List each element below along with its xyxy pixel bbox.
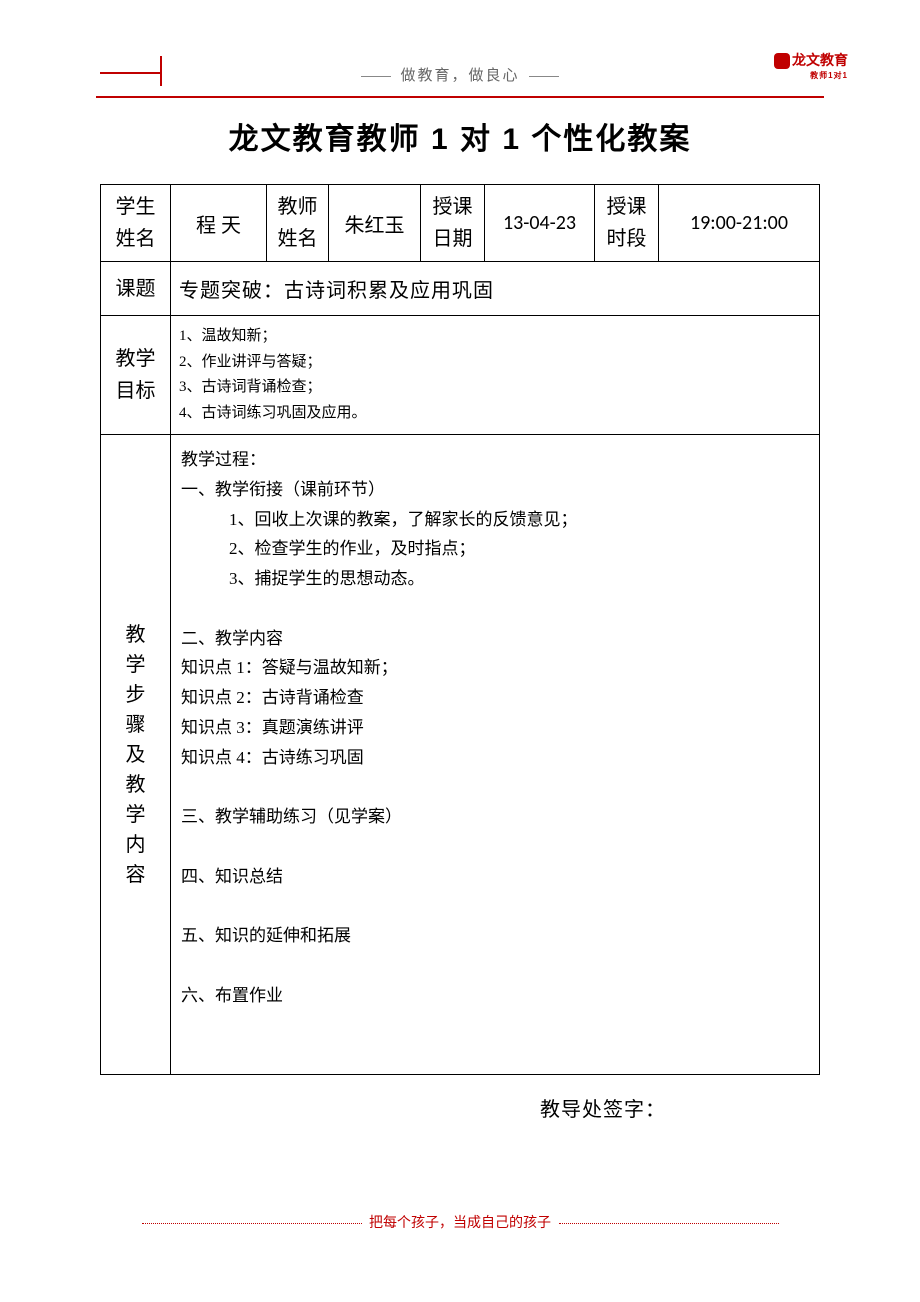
topic-value: 专题突破：古诗词积累及应用巩固 <box>171 262 820 316</box>
goal-item: 1、温故知新； <box>179 324 811 350</box>
lesson-time-label: 授课 时段 <box>595 185 659 262</box>
footer-text: 把每个孩子，当成自己的孩子 <box>365 1216 555 1231</box>
step-section-2: 二、教学内容 <box>181 624 809 654</box>
lesson-time-value: 19:00-21:00 <box>659 185 820 262</box>
steps-label: 教 学 步 骤 及 教 学 内 容 <box>101 435 171 1075</box>
brand-icon <box>774 53 790 69</box>
info-row: 学生 姓名 程 天 教师 姓名 朱红玉 授课 日期 13-04-23 授课 时段… <box>101 185 820 262</box>
goal-item: 3、古诗词背诵检查； <box>179 375 811 401</box>
step-item: 知识点 4：古诗练习巩固 <box>181 743 809 773</box>
header-rule <box>96 96 824 98</box>
goals-cell: 1、温故知新； 2、作业讲评与答疑； 3、古诗词背诵检查； 4、古诗词练习巩固及… <box>171 316 820 435</box>
step-item: 知识点 3：真题演练讲评 <box>181 713 809 743</box>
brand-logo: 龙文教育 教师1对1 <box>774 50 848 81</box>
topic-label: 课题 <box>101 262 171 316</box>
step-section-4: 四、知识总结 <box>181 862 809 892</box>
steps-row: 教 学 步 骤 及 教 学 内 容 教学过程： 一、教学衔接（课前环节） 1、回… <box>101 435 820 1075</box>
lesson-date-value: 13-04-23 <box>485 185 595 262</box>
goals-row: 教学 目标 1、温故知新； 2、作业讲评与答疑； 3、古诗词背诵检查； 4、古诗… <box>101 316 820 435</box>
step-section-1: 一、教学衔接（课前环节） <box>181 475 809 505</box>
page-title: 龙文教育教师 1 对 1 个性化教案 <box>100 114 820 158</box>
student-name-label: 学生 姓名 <box>101 185 171 262</box>
brand-subtext: 教师1对1 <box>774 70 848 81</box>
step-item: 知识点 1：答疑与温故知新； <box>181 653 809 683</box>
step-item: 知识点 2：古诗背诵检查 <box>181 683 809 713</box>
header-slogan: 做教育，做良心 <box>100 64 820 85</box>
step-item: 3、捕捉学生的思想动态。 <box>181 564 809 594</box>
goal-item: 4、古诗词练习巩固及应用。 <box>179 401 811 427</box>
goals-label: 教学 目标 <box>101 316 171 435</box>
goal-item: 2、作业讲评与答疑； <box>179 350 811 376</box>
step-item: 2、检查学生的作业，及时指点； <box>181 534 809 564</box>
slogan-text: 做教育，做良心 <box>400 68 519 84</box>
page-header: 做教育，做良心 龙文教育 教师1对1 <box>100 50 820 90</box>
footer-rule-right <box>559 1223 779 1224</box>
signature-line: 教导处签字： <box>100 1093 820 1122</box>
lesson-plan-table: 学生 姓名 程 天 教师 姓名 朱红玉 授课 日期 13-04-23 授课 时段… <box>100 184 820 1075</box>
teacher-name-label: 教师 姓名 <box>267 185 329 262</box>
step-item: 1、回收上次课的教案，了解家长的反馈意见； <box>181 505 809 535</box>
student-name-value: 程 天 <box>171 185 267 262</box>
step-section-3: 三、教学辅助练习（见学案） <box>181 802 809 832</box>
topic-row: 课题 专题突破：古诗词积累及应用巩固 <box>101 262 820 316</box>
steps-heading: 教学过程： <box>181 445 809 475</box>
brand-text: 龙文教育 <box>792 52 848 68</box>
step-section-6: 六、布置作业 <box>181 981 809 1011</box>
step-section-5: 五、知识的延伸和拓展 <box>181 921 809 951</box>
footer-rule-left <box>142 1223 362 1224</box>
steps-cell: 教学过程： 一、教学衔接（课前环节） 1、回收上次课的教案，了解家长的反馈意见；… <box>171 435 820 1075</box>
page-footer: 把每个孩子，当成自己的孩子 <box>100 1212 820 1232</box>
lesson-date-label: 授课 日期 <box>421 185 485 262</box>
teacher-name-value: 朱红玉 <box>329 185 421 262</box>
